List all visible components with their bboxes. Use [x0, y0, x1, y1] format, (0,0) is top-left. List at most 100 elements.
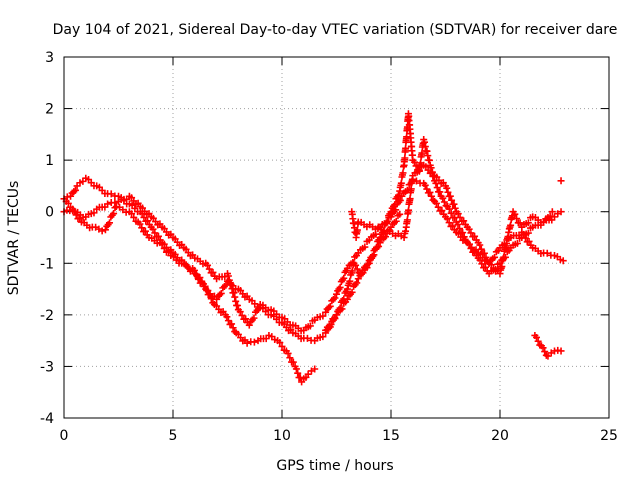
data-point-interp [292, 365, 300, 373]
data-point-interp [507, 221, 515, 229]
data-point-interp [405, 206, 413, 214]
data-point-interp [217, 289, 225, 297]
y-tick-label: 2 [45, 102, 54, 118]
data-point-interp [70, 188, 78, 196]
data-point-interp [130, 213, 138, 221]
data-point-interp [520, 230, 528, 238]
data-point-interp [369, 252, 377, 260]
data-point [365, 259, 373, 267]
data-point-interp [228, 285, 236, 293]
data-point-interp [394, 191, 402, 199]
data-point-interp [372, 243, 380, 251]
data-point-interp [406, 195, 414, 203]
data-point-interp [399, 169, 407, 177]
data-point [387, 208, 395, 216]
data-point-interp [227, 280, 235, 288]
data-point-interp [424, 152, 432, 160]
data-point-interp [151, 229, 159, 237]
x-tick-label: 15 [382, 428, 400, 444]
data-point-interp [306, 322, 314, 330]
data-point-interp [450, 200, 458, 208]
data-point-interp [144, 217, 152, 225]
data-point-interp [521, 234, 529, 242]
data-point-interp [460, 233, 468, 241]
data-point-interp [433, 184, 441, 192]
data-point-interp [223, 313, 231, 321]
y-tick-label: -4 [40, 411, 54, 427]
data-point-interp [141, 227, 149, 235]
data-point-interp [443, 184, 451, 192]
data-point-interp [331, 294, 339, 302]
data-point-interp [346, 277, 354, 285]
data-point-interp [445, 219, 453, 227]
x-tick-label: 10 [273, 428, 291, 444]
x-tick-label: 25 [600, 428, 618, 444]
data-point-interp [481, 263, 489, 271]
data-point-interp [451, 204, 459, 212]
data-point-interp [230, 289, 238, 297]
data-point-interp [533, 333, 541, 341]
data-point-interp [471, 232, 479, 240]
y-tick-label: 1 [45, 153, 54, 169]
data-point-interp [228, 320, 236, 328]
data-point-interp [348, 288, 356, 296]
data-point-interp [340, 274, 348, 282]
data-point-interp [286, 354, 294, 362]
data-point-interp [500, 253, 508, 261]
data-point-interp [403, 216, 411, 224]
y-tick-label: -2 [40, 308, 54, 324]
data-point-interp [363, 264, 371, 272]
data-point-interp [353, 279, 361, 287]
data-point-interp [106, 219, 114, 227]
data-point-interp [353, 226, 361, 234]
y-tick-label: 3 [45, 50, 54, 66]
data-point [333, 311, 340, 319]
data-point-interp [516, 219, 524, 227]
plot-frame [63, 56, 610, 419]
data-point-interp [460, 217, 468, 225]
data-point-interp [348, 267, 356, 275]
data-point [311, 365, 319, 373]
data-point-interp [242, 315, 250, 323]
data-point [376, 234, 384, 241]
data-point-interp [361, 243, 369, 251]
data-point-interp [383, 218, 391, 226]
data-points [60, 110, 567, 386]
y-tick-label: -1 [40, 256, 54, 272]
data-point-interp [480, 249, 488, 257]
data-point-interp [284, 349, 292, 357]
data-point-interp [231, 293, 239, 301]
data-point-interp [539, 344, 547, 352]
data-point-interp [205, 265, 213, 273]
data-point-interp [391, 201, 399, 209]
data-point-interp [482, 253, 490, 261]
data-point-interp [149, 225, 157, 233]
data-point-interp [421, 181, 429, 189]
data-point-interp [491, 253, 499, 261]
data-point [101, 226, 109, 234]
data-point [104, 200, 112, 208]
data-point-interp [423, 147, 431, 155]
data-point-interp [336, 283, 344, 291]
data-point-interp [534, 337, 542, 345]
data-point-interp [418, 149, 426, 157]
data-point-interp [67, 203, 75, 211]
data-point-interp [136, 220, 144, 228]
data-point-interp [352, 261, 360, 269]
data-point-interp [498, 263, 506, 271]
data-point-interp [276, 339, 284, 347]
data-point [245, 321, 253, 329]
data-point-interp [71, 186, 79, 194]
data-point-interp [440, 198, 448, 206]
data-point-interp [465, 225, 473, 233]
data-point-interp [432, 199, 440, 207]
data-point-interp [438, 207, 446, 215]
data-point-interp [446, 192, 454, 200]
data-point-interp [233, 301, 241, 309]
data-point-interp [402, 144, 410, 152]
data-point-interp [443, 215, 451, 223]
data-point-interp [546, 212, 554, 220]
data-point-interp [447, 209, 455, 217]
data-point-interp [426, 188, 434, 196]
data-point-interp [511, 210, 519, 218]
